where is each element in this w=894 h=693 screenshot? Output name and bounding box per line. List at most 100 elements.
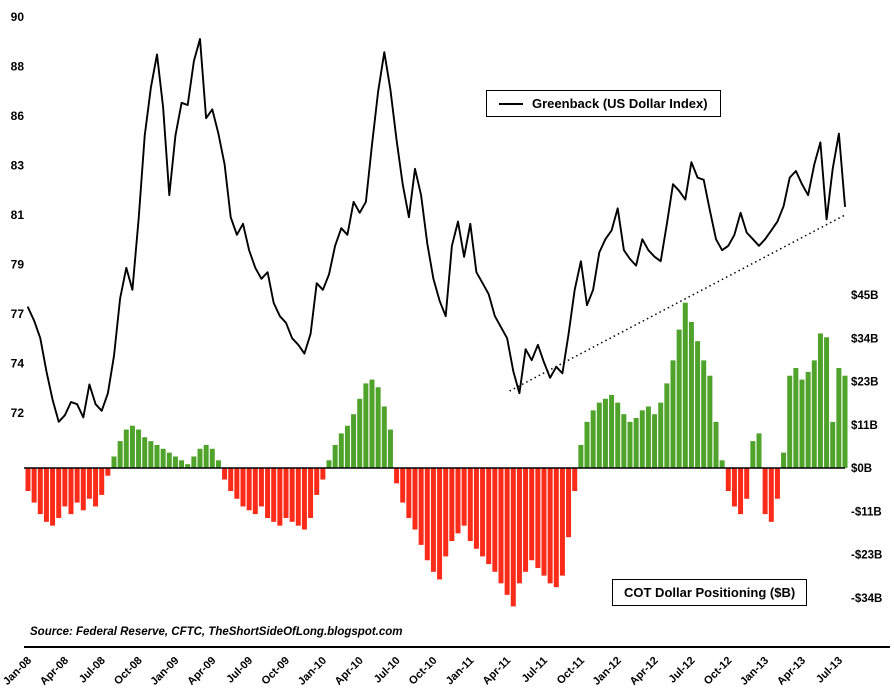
left-axis-tick: 86 xyxy=(11,109,25,123)
x-axis-tick: Jul-08 xyxy=(77,655,108,686)
cot-bar xyxy=(215,460,221,468)
cot-bar xyxy=(559,468,565,576)
cot-bar xyxy=(369,379,375,468)
cot-bars xyxy=(25,302,848,607)
cot-bar xyxy=(516,468,522,584)
cot-positioning-label: COT Dollar Positioning ($B) xyxy=(612,579,808,606)
legend-greenback: Greenback (US Dollar Index) xyxy=(486,90,721,117)
cot-bar xyxy=(584,421,590,468)
cot-bar xyxy=(338,433,344,468)
cot-bar xyxy=(658,402,664,468)
left-axis-tick: 88 xyxy=(11,60,25,74)
cot-bar xyxy=(394,468,400,484)
cot-bar xyxy=(381,406,387,468)
cot-bar xyxy=(295,468,301,526)
cot-bar xyxy=(222,468,228,480)
cot-bar xyxy=(572,468,578,492)
cot-bar xyxy=(787,375,793,468)
x-axis-tick: Oct-11 xyxy=(555,655,587,687)
cot-bar xyxy=(357,398,363,468)
cot-bar xyxy=(252,468,258,515)
cot-bar xyxy=(449,468,455,542)
x-axis-labels: Jan-08 Apr-08 Jul-08 Oct-08 Jan-09 Apr-09 Jul-… xyxy=(1,655,845,688)
left-axis-tick: 77 xyxy=(11,307,25,321)
cot-bar xyxy=(105,468,111,476)
x-axis-tick: Jul-09 xyxy=(224,655,255,686)
cot-bar xyxy=(578,444,584,468)
x-axis-tick: Jul-11 xyxy=(520,655,551,686)
cot-bar xyxy=(129,425,135,468)
cot-bar xyxy=(535,468,541,568)
x-axis-tick: Oct-12 xyxy=(702,655,735,688)
cot-bar xyxy=(117,441,123,468)
legend-label: Greenback (US Dollar Index) xyxy=(532,96,708,111)
cot-bar xyxy=(277,468,283,526)
cot-bar xyxy=(596,402,602,468)
x-axis-tick: Jan-13 xyxy=(738,655,771,688)
cot-bar xyxy=(308,468,314,518)
cot-bar xyxy=(566,468,572,538)
cot-bar xyxy=(547,468,553,584)
cot-bar xyxy=(645,406,651,468)
cot-bar xyxy=(148,441,154,468)
cot-bar xyxy=(731,468,737,507)
cot-bar xyxy=(154,444,160,468)
x-axis-tick: Oct-09 xyxy=(259,655,292,688)
cot-bar xyxy=(172,456,178,468)
cot-bar xyxy=(111,456,117,468)
cot-bar xyxy=(670,360,676,468)
cot-bar xyxy=(320,468,326,480)
cot-bar xyxy=(836,368,842,468)
cot-bar xyxy=(228,468,234,492)
left-axis-tick: 74 xyxy=(11,357,25,371)
cot-bar xyxy=(406,468,412,518)
left-axis-tick: 72 xyxy=(11,406,25,420)
cot-bar xyxy=(80,468,86,511)
cot-bar xyxy=(682,302,688,468)
cot-bar xyxy=(179,460,185,468)
cot-bar xyxy=(412,468,418,530)
cot-bar xyxy=(31,468,37,503)
cot-bar xyxy=(486,468,492,565)
cot-bar xyxy=(811,360,817,468)
cot-bar xyxy=(688,321,694,468)
cot-bar xyxy=(473,468,479,549)
cot-bar xyxy=(510,468,516,607)
cot-bar xyxy=(430,468,436,572)
x-axis-tick: Jul-13 xyxy=(814,655,845,686)
cot-bar xyxy=(25,468,31,492)
right-axis-tick: $23B xyxy=(851,377,879,389)
cot-bar xyxy=(713,421,719,468)
cot-bar xyxy=(387,429,393,468)
cot-bar xyxy=(621,414,627,468)
cot-bar xyxy=(283,468,289,518)
cot-bar xyxy=(750,441,756,468)
right-axis-tick: $45B xyxy=(851,290,879,302)
usd-index-line xyxy=(27,38,846,423)
cot-bar xyxy=(166,452,172,468)
x-axis-tick: Oct-10 xyxy=(407,655,440,688)
cot-bar xyxy=(68,468,74,515)
cot-bar xyxy=(136,429,142,468)
right-axis-tick: -$34B xyxy=(851,593,882,605)
cot-bar xyxy=(56,468,62,518)
cot-bar xyxy=(240,468,246,507)
right-axis-tick: $11B xyxy=(851,420,878,432)
right-axis-tick: $34B xyxy=(851,333,879,345)
cot-bar xyxy=(793,368,799,468)
cot-bar xyxy=(719,460,725,468)
cot-bar xyxy=(744,468,750,499)
cot-bar xyxy=(375,387,381,468)
cot-bar xyxy=(725,468,731,492)
cot-bar xyxy=(768,468,774,522)
x-axis-tick: Jan-08 xyxy=(1,655,34,688)
cot-bar xyxy=(197,448,203,468)
x-axis-tick: Apr-08 xyxy=(38,655,71,688)
cot-bar xyxy=(160,448,166,468)
cot-bar xyxy=(314,468,320,495)
cot-bar xyxy=(590,410,596,468)
cot-bar xyxy=(62,468,68,507)
cot-bar xyxy=(326,460,332,468)
x-axis-tick: Jul-12 xyxy=(667,655,698,686)
cot-bar xyxy=(529,468,535,561)
